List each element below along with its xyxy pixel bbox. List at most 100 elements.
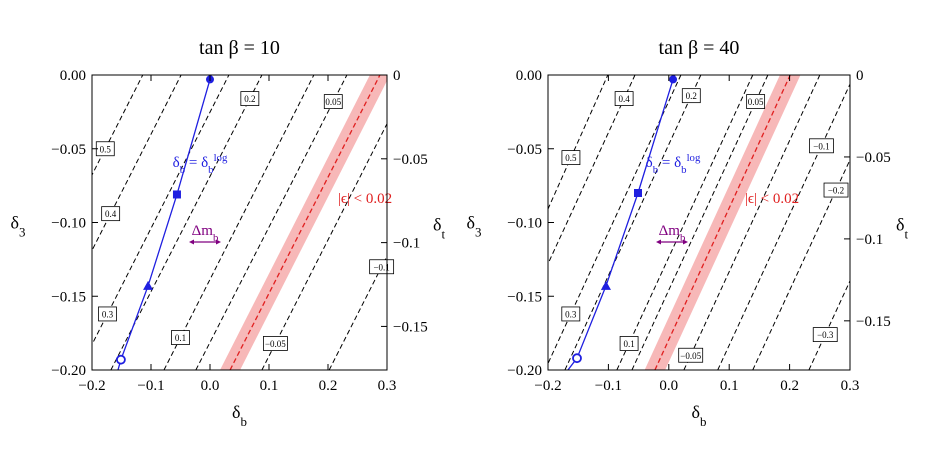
delta-mb-label: Δmb xyxy=(192,223,219,244)
x-tick-label: 0.1 xyxy=(260,378,279,394)
y-axis-label-part: δ xyxy=(467,213,475,233)
curve-label-part: b xyxy=(653,164,658,176)
y-tick-label: 0.00 xyxy=(516,68,542,84)
x-tick-label: −0.1 xyxy=(137,378,164,394)
y2-axis-label: δt xyxy=(896,215,908,242)
y2-tick-label: −0.1 xyxy=(856,232,883,248)
x-tick-label: 0.2 xyxy=(780,378,799,394)
contour-label: 0.2 xyxy=(686,91,697,101)
contour-label-box xyxy=(240,91,260,106)
x-tick-label: 0.3 xyxy=(378,378,397,394)
contour-label-box xyxy=(823,182,849,198)
delta-mb-label-part: Δm xyxy=(192,223,214,239)
contour-line xyxy=(163,75,315,370)
arrow-head xyxy=(656,239,661,245)
contour-label-box xyxy=(678,347,704,363)
y2-axis-label-part: δ xyxy=(433,215,441,235)
curve-label-part: log xyxy=(214,152,228,164)
contour-line xyxy=(195,75,348,370)
marker xyxy=(572,353,582,364)
x-tick-label: 0.0 xyxy=(201,378,220,394)
contour-label: −0.05 xyxy=(680,351,701,361)
band-label: |ϵ| < 0.02 xyxy=(745,191,799,207)
x-tick-label: −0.2 xyxy=(534,378,561,394)
y-axis-label: δ3 xyxy=(11,213,26,240)
delta-mb-label-part: b xyxy=(680,232,685,244)
plot-frame xyxy=(547,74,851,371)
x-axis-label-part: δ xyxy=(232,402,240,422)
contour-label: 0.1 xyxy=(623,339,634,349)
contour-label: −0.05 xyxy=(265,339,286,349)
y2-axis-label-part: t xyxy=(441,226,445,241)
contour-label-box xyxy=(323,94,343,109)
band-center-line xyxy=(654,75,791,370)
contour-label-box xyxy=(812,327,838,343)
contour-label: 0.4 xyxy=(105,209,117,219)
y2-axis-label-part: δ xyxy=(896,215,904,235)
contour-line xyxy=(717,82,850,370)
marker xyxy=(600,280,611,290)
arrow-head xyxy=(189,239,194,245)
contour-line xyxy=(92,75,144,176)
y-axis-label-part: 3 xyxy=(475,224,481,239)
contour-label-box xyxy=(561,306,581,322)
contour-label-box xyxy=(746,94,766,109)
y-tick-label: −0.10 xyxy=(51,216,86,232)
y2-axis-label-part: t xyxy=(904,226,908,241)
contour-line xyxy=(616,75,754,370)
x-axis-label-part: δ xyxy=(692,402,700,422)
y2-tick-label: 0 xyxy=(393,68,401,84)
x-axis-label-part: b xyxy=(700,414,706,429)
curve-label-part: b xyxy=(180,164,185,176)
delta-mb-label-part: b xyxy=(213,232,218,244)
y-tick-label: −0.10 xyxy=(507,216,542,232)
y2-axis-label: δt xyxy=(433,215,445,242)
contour-label-box xyxy=(681,88,701,104)
contour-label: 0.4 xyxy=(618,94,630,104)
marker xyxy=(633,189,642,197)
chart-title: tan β = 40 xyxy=(659,37,740,59)
y-axis-label: δ3 xyxy=(467,213,482,240)
x-tick-label: −0.1 xyxy=(595,378,622,394)
x-axis-label-part: b xyxy=(241,414,247,429)
band-center-line xyxy=(229,75,381,370)
curve-label-part: b xyxy=(208,164,213,176)
contour-line xyxy=(752,158,850,370)
contour-label: 0.05 xyxy=(325,97,341,107)
contour-label: 0.1 xyxy=(175,333,186,343)
contour-label: 0.3 xyxy=(102,309,114,319)
marker xyxy=(172,190,181,199)
y2-tick-label: −0.15 xyxy=(393,319,428,335)
x-tick-label: 0.3 xyxy=(841,378,860,394)
tolerance-band xyxy=(220,75,387,370)
arrow-head xyxy=(216,239,221,245)
y-tick-label: −0.05 xyxy=(51,142,86,158)
contour-label: −0.2 xyxy=(828,186,844,196)
marker xyxy=(669,75,678,84)
contour-label-box xyxy=(263,336,288,351)
contour-label: 0.3 xyxy=(565,309,577,319)
marker xyxy=(143,280,154,290)
y-tick-label: −0.20 xyxy=(507,363,542,379)
contour-label-box xyxy=(98,306,117,322)
curve-label-part: δ xyxy=(173,155,180,171)
contour-label-box xyxy=(101,206,121,222)
curve-label-part: δ xyxy=(646,155,653,171)
contour-line xyxy=(564,75,702,370)
x-tick-label: 0.0 xyxy=(659,378,678,394)
contour-label-box xyxy=(614,91,634,106)
curve-label-part: log xyxy=(687,152,701,164)
contour-label: 0.2 xyxy=(244,94,255,104)
x-axis-label: δb xyxy=(692,402,707,429)
contour-label: −0.3 xyxy=(817,330,834,340)
x-tick-label: −0.2 xyxy=(78,378,105,394)
contour-label-box xyxy=(171,330,190,345)
contour-label: 0.5 xyxy=(565,153,577,163)
x-tick-label: 0.1 xyxy=(720,378,739,394)
y2-tick-label: −0.05 xyxy=(393,152,428,168)
y2-tick-label: 0 xyxy=(856,68,864,84)
contour-line xyxy=(261,122,387,370)
contour-label: 0.05 xyxy=(748,97,764,107)
y-tick-label: −0.20 xyxy=(51,363,86,379)
